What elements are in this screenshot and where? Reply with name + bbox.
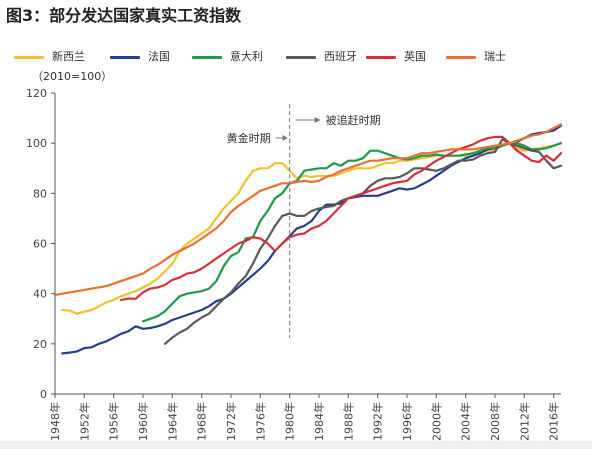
legend-swatch	[286, 56, 316, 59]
legend-label: 英国	[404, 50, 426, 63]
legend-swatch	[192, 56, 222, 59]
x-tick-label: 1976年	[253, 402, 267, 441]
axes-group: 0 20 40 60 80 100 120 1948年 1952年 1956年 1960年 1964年…	[26, 87, 561, 441]
x-tick-label: 1980年	[283, 402, 297, 441]
series-line	[163, 138, 563, 345]
x-tick-label: 1952年	[77, 402, 91, 441]
y-tick-label: 60	[33, 238, 47, 251]
series-line	[119, 135, 563, 301]
x-tick-label: 1964年	[165, 402, 179, 441]
x-tick-label: 2016年	[547, 402, 561, 441]
y-tick-label: 0	[40, 388, 47, 401]
footer-band	[0, 441, 592, 449]
legend-swatch	[366, 56, 396, 59]
series-line	[53, 123, 563, 296]
x-tick-label: 2012年	[517, 402, 531, 441]
legend-swatch	[446, 56, 476, 59]
series-layer	[53, 123, 563, 355]
legend-swatch	[110, 56, 140, 59]
x-tick-label: 1968年	[195, 402, 209, 441]
legend-swatch	[14, 56, 44, 59]
x-tick-label: 1992年	[371, 402, 385, 441]
y-tick-label: 100	[26, 137, 47, 150]
series-line	[61, 124, 563, 355]
x-tick-label: 2008年	[488, 402, 502, 441]
annotation-layer: 黄金时期 被追赶时期	[227, 104, 381, 338]
annotation-arrowhead	[314, 117, 321, 123]
annotation-label: 黄金时期	[227, 131, 271, 145]
x-tick-label: 1956年	[107, 402, 121, 441]
legend-label: 瑞士	[484, 50, 506, 63]
annotation-arrowhead	[282, 135, 288, 141]
y-tick-label: 80	[33, 187, 47, 200]
y-tick-label: 40	[33, 288, 47, 301]
y-tick-label: 20	[33, 338, 47, 351]
x-tick-label: 1972年	[224, 402, 238, 441]
figure-title: 图3：部分发达国家真实工资指数	[6, 6, 242, 25]
x-tick-label: 2000年	[429, 402, 443, 441]
series-line	[141, 142, 563, 323]
legend-label: 意大利	[230, 50, 263, 63]
x-tick-label: 1984年	[312, 402, 326, 441]
x-tick-label: 2004年	[459, 402, 473, 441]
x-tick-label: 1996年	[400, 402, 414, 441]
y-tick-label: 120	[26, 87, 47, 100]
legend-label: 西班牙	[324, 50, 357, 63]
units-note: （2010=100）	[32, 70, 113, 83]
x-tick-label: 1948年	[48, 402, 62, 441]
x-tick-label: 1960年	[136, 402, 150, 441]
legend-label: 法国	[148, 50, 170, 63]
x-tick-label: 1988年	[341, 402, 355, 441]
legend-label: 新西兰	[52, 50, 85, 63]
annotation-label: 被追赶时期	[326, 113, 381, 127]
